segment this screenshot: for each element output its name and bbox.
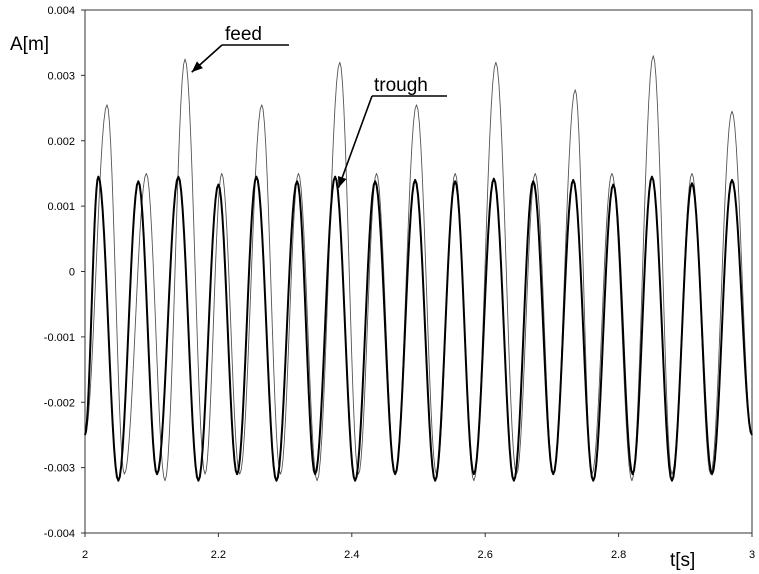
y-tick-label: -0.004 — [44, 528, 75, 540]
annotation-arrowhead — [338, 175, 347, 188]
y-axis-ticks: 0.004 0.003 0.002 0.001 0 -0.001 -0.002 -0.003 -… — [44, 5, 85, 540]
annotation-label-feed: feed — [225, 24, 262, 45]
y-tick-label: -0.002 — [44, 397, 75, 409]
x-tick-label: 2 — [82, 549, 88, 561]
x-tick-label: 2.6 — [478, 549, 493, 561]
y-tick-label: 0.002 — [47, 136, 75, 148]
x-tick-label: 2.2 — [211, 549, 226, 561]
x-tick-label: 2.4 — [344, 549, 359, 561]
annotation-arrowhead — [191, 61, 203, 73]
x-axis-ticks: 2 2.2 2.4 2.6 2.8 3 — [82, 533, 755, 561]
y-tick-label: -0.003 — [44, 463, 75, 475]
y-tick-label: -0.001 — [44, 332, 75, 344]
y-tick-label: 0.001 — [47, 201, 75, 213]
series-layer — [84, 55, 753, 482]
annotation-leader-line — [337, 95, 373, 189]
annotations: feed trough — [191, 24, 447, 189]
annotation-label-trough: trough — [374, 75, 428, 96]
series-line-trough — [84, 175, 753, 482]
x-tick-label: 2.8 — [611, 549, 626, 561]
y-tick-label: 0.004 — [47, 5, 75, 17]
x-tick-label: 3 — [749, 549, 755, 561]
series-line-feed — [84, 55, 753, 482]
y-tick-label: 0 — [69, 267, 75, 279]
x-axis-title: t[s] — [670, 550, 695, 571]
y-axis-title: A[m] — [10, 34, 49, 55]
y-tick-label: 0.003 — [47, 70, 75, 82]
